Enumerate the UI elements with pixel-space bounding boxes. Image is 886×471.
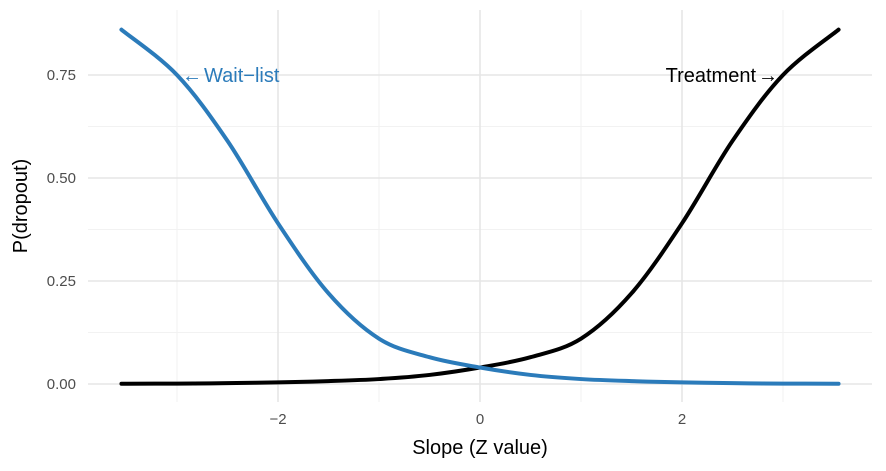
series-lines bbox=[119, 27, 841, 386]
x-tick-label: −2 bbox=[269, 411, 286, 428]
x-axis-title: Slope (Z value) bbox=[412, 437, 548, 459]
annotation-label-treatment: Treatment bbox=[666, 65, 757, 87]
y-axis-ticks: 0.00 0.25 0.50 0.75 bbox=[47, 67, 76, 393]
annotation-label-wait-list: Wait−list bbox=[204, 65, 280, 87]
x-tick-label: 2 bbox=[678, 411, 686, 428]
x-axis-ticks: −2 0 2 bbox=[269, 411, 686, 428]
y-tick-label: 0.25 bbox=[47, 273, 76, 290]
x-tick-label: 0 bbox=[476, 411, 484, 428]
annotation-arrow-wait-list: ← bbox=[182, 65, 202, 87]
annotation-arrow-treatment: → bbox=[758, 65, 778, 87]
series-line-wait-list bbox=[119, 27, 841, 386]
y-tick-label: 0.75 bbox=[47, 67, 76, 84]
annotations: ← Wait−list →Treatment bbox=[182, 65, 778, 87]
y-tick-label: 0.00 bbox=[47, 376, 76, 393]
plot-panel: ← Wait−list →Treatment bbox=[88, 10, 872, 402]
y-tick-label: 0.50 bbox=[47, 170, 76, 187]
y-axis-title: P(dropout) bbox=[10, 159, 32, 254]
series-line-treatment bbox=[119, 27, 841, 386]
